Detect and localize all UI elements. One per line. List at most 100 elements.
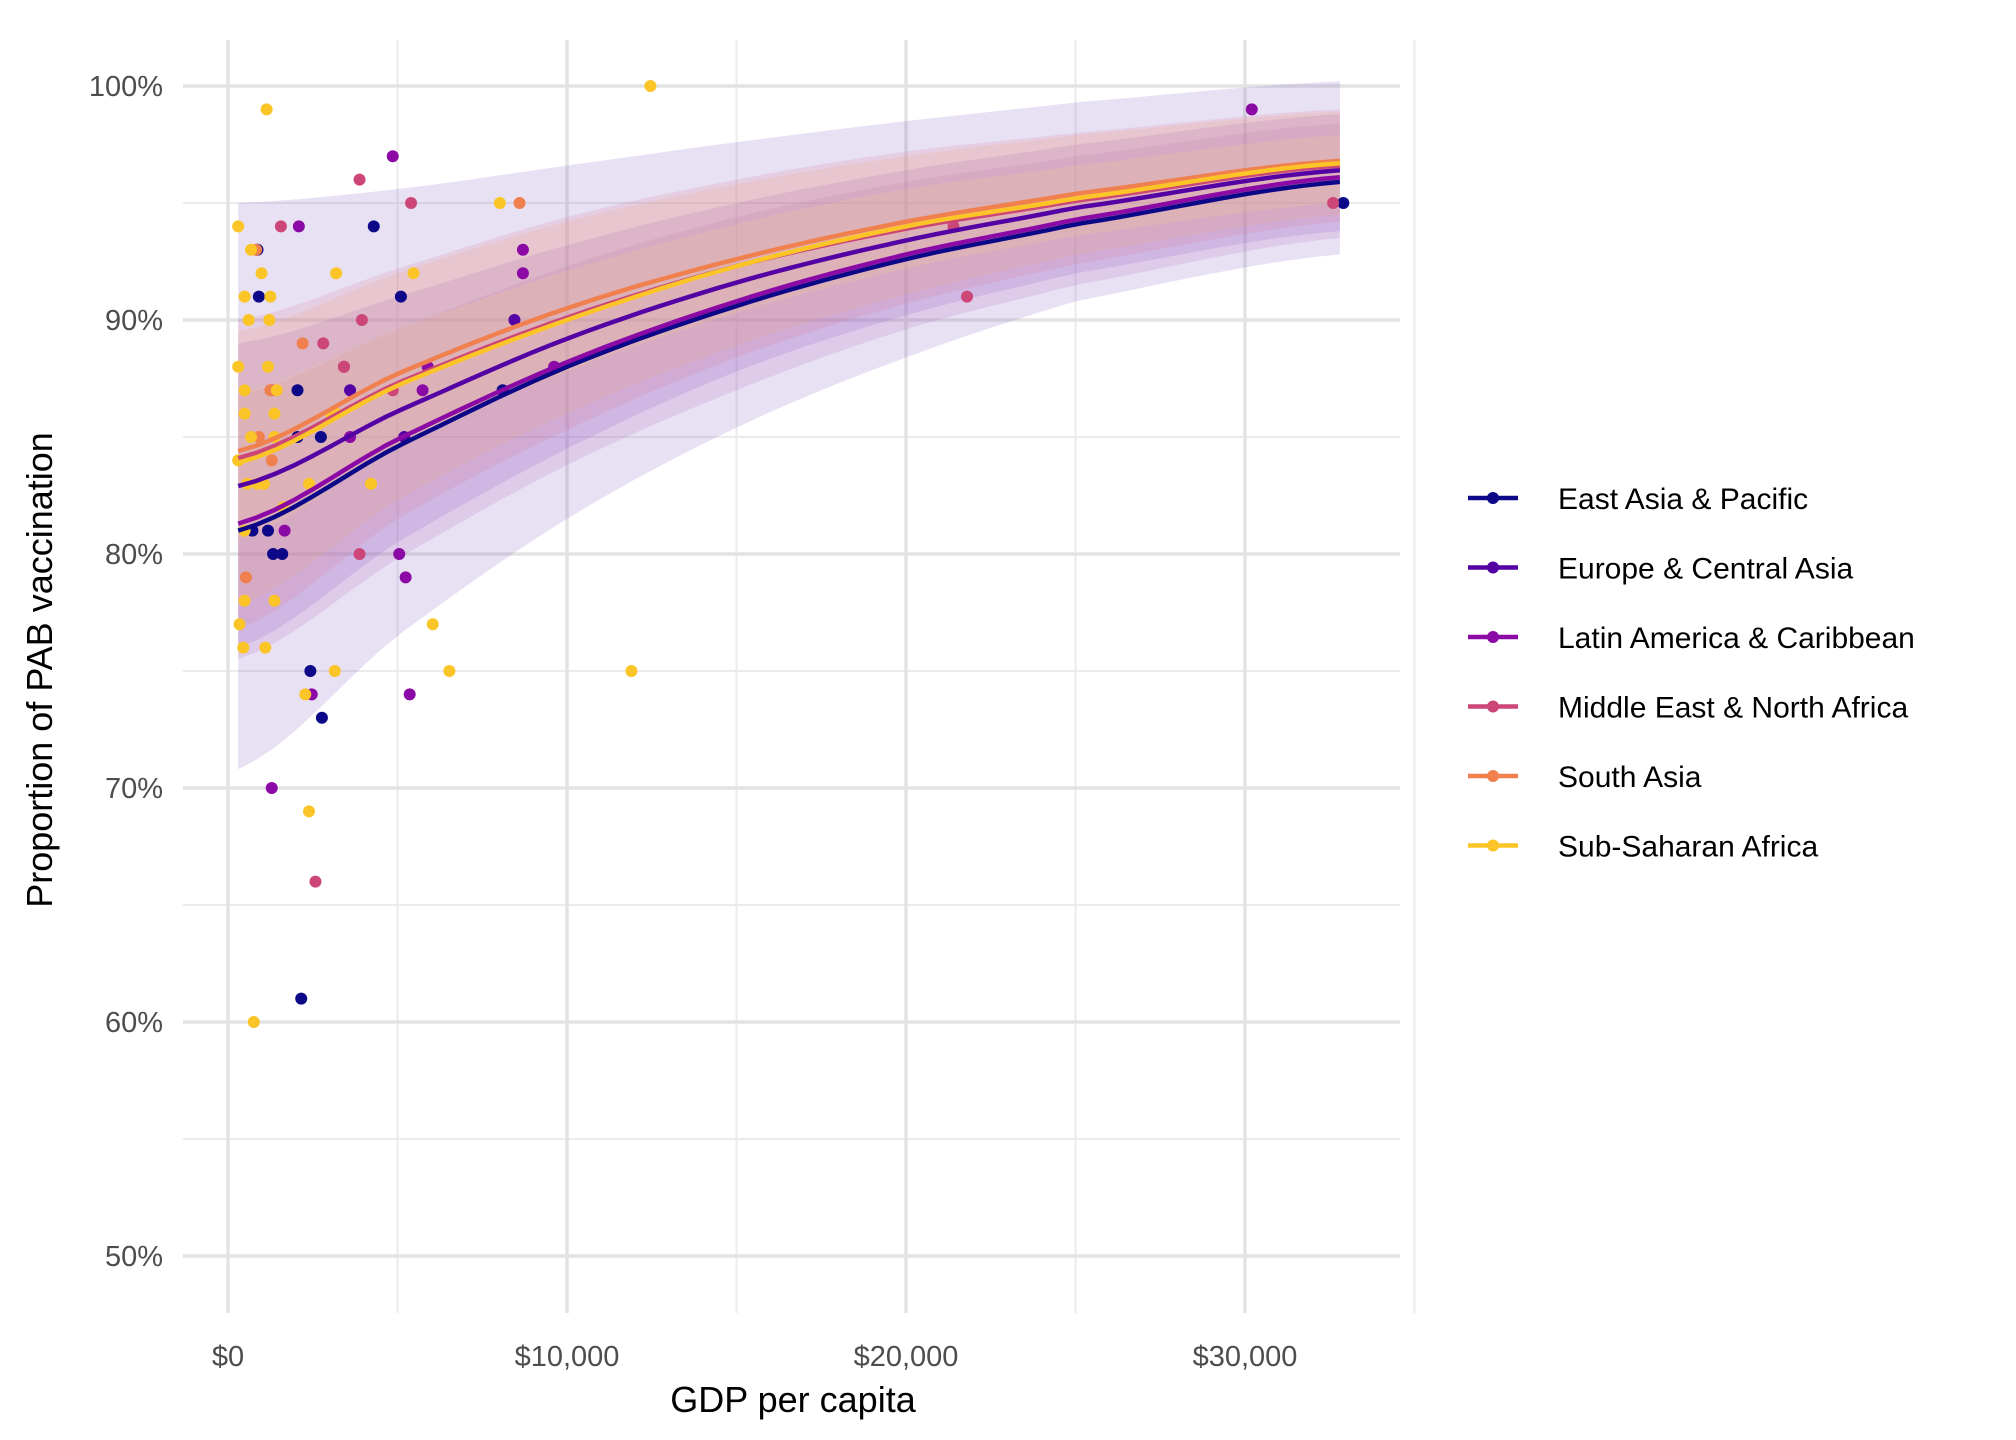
data-point: [238, 594, 251, 607]
y-tick-label: 90%: [105, 305, 163, 337]
data-point: [625, 665, 638, 677]
legend-label: Middle East & North Africa: [1558, 692, 1908, 725]
data-point: [255, 267, 268, 280]
legend-key-point: [1487, 700, 1499, 713]
data-point: [304, 665, 317, 677]
data-point: [1337, 197, 1350, 209]
confidence-band: [238, 81, 1340, 770]
data-point: [265, 454, 278, 467]
y-tick-label: 100%: [89, 71, 163, 103]
y-tick-label: 80%: [105, 539, 163, 571]
confidence-band: [238, 135, 1340, 540]
x-axis-ticks: $0 $10,000 $20,000 $30,000: [212, 1341, 1298, 1373]
y-tick-label: 50%: [105, 1241, 163, 1273]
data-point: [265, 782, 278, 794]
data-point: [259, 641, 272, 654]
legend-label: South Asia: [1558, 761, 1702, 794]
data-point: [268, 594, 281, 607]
legend-label: Sub-Saharan Africa: [1558, 831, 1818, 864]
legend-key-point: [1487, 770, 1499, 782]
fit-line: [237, 158, 1341, 454]
data-point: [1327, 197, 1340, 209]
data-point: [245, 243, 258, 256]
data-point: [242, 314, 255, 326]
legend-key-point: [1487, 561, 1499, 574]
fit-line: [237, 179, 1341, 533]
data-point: [296, 337, 309, 350]
confidence-bands: [238, 81, 1340, 770]
legend-item: East Asia & Pacific: [1468, 483, 1808, 516]
data-point: [403, 688, 416, 701]
fit-lines: [237, 158, 1341, 533]
data-point: [276, 548, 289, 560]
data-point: [337, 360, 350, 373]
confidence-band: [238, 114, 1340, 648]
y-tick-label: 70%: [105, 773, 163, 805]
data-point: [399, 571, 412, 584]
y-tick-label: 60%: [105, 1007, 163, 1039]
legend-key-point: [1487, 492, 1499, 504]
x-tick-label: $20,000: [854, 1341, 959, 1373]
grid-minor: [183, 40, 1416, 1313]
data-point: [291, 384, 304, 397]
data-point: [263, 314, 276, 326]
data-point: [426, 618, 439, 631]
legend-item: South Asia: [1468, 761, 1702, 794]
data-point: [239, 571, 252, 584]
data-point: [292, 220, 305, 233]
data-point: [247, 1016, 260, 1028]
legend-item: Sub-Saharan Africa: [1468, 831, 1818, 864]
legend-key-point: [1487, 839, 1499, 852]
data-point: [355, 314, 368, 326]
data-point: [317, 337, 330, 350]
data-point: [516, 267, 529, 280]
data-point: [365, 477, 378, 490]
data-point: [274, 220, 287, 233]
data-point: [407, 267, 420, 280]
legend-label: Europe & Central Asia: [1558, 553, 1853, 586]
data-point: [262, 524, 275, 537]
data-point: [394, 290, 407, 303]
data-point: [393, 548, 406, 560]
confidence-band: [238, 109, 1340, 629]
data-point: [233, 618, 246, 631]
plot-panel: [183, 40, 1416, 1313]
data-point: [278, 524, 291, 537]
legend-label: Latin America & Caribbean: [1558, 622, 1915, 655]
data-point: [353, 173, 366, 186]
data-points: [232, 80, 1350, 1028]
data-point: [353, 548, 366, 560]
fit-line: [237, 175, 1341, 526]
data-point: [443, 665, 456, 677]
confidence-band: [238, 123, 1340, 660]
fit-line: [237, 167, 1341, 489]
data-point: [303, 477, 316, 490]
data-point: [493, 197, 506, 209]
data-point: [961, 290, 974, 303]
legend-item: Middle East & North Africa: [1468, 692, 1908, 725]
data-point: [1245, 103, 1258, 116]
data-point: [237, 641, 250, 654]
data-point: [238, 384, 251, 397]
data-point: [405, 197, 418, 209]
confidence-band: [238, 111, 1340, 606]
data-point: [252, 290, 265, 303]
data-point: [386, 150, 399, 163]
data-point: [328, 665, 341, 677]
data-point: [330, 267, 343, 280]
y-axis-title: Proportion of PAB vaccination: [19, 432, 60, 908]
legend-item: Europe & Central Asia: [1468, 553, 1853, 586]
data-point: [232, 360, 245, 373]
grid-major: [183, 40, 1400, 1313]
data-point: [644, 80, 657, 92]
data-point: [513, 197, 526, 209]
x-tick-label: $10,000: [515, 1341, 620, 1373]
data-point: [232, 220, 245, 233]
data-point: [270, 384, 283, 397]
data-point: [260, 103, 273, 116]
legend-key-point: [1487, 631, 1499, 643]
y-axis-ticks: 50% 60% 70% 80% 90% 100%: [89, 71, 163, 1273]
data-point: [309, 875, 322, 888]
x-axis-title: GDP per capita: [670, 1379, 916, 1420]
